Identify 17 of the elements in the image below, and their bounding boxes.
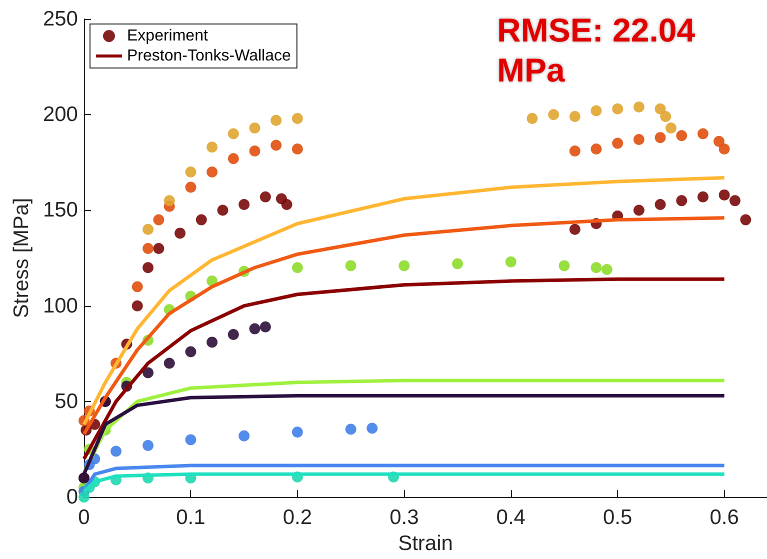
x-tick-label: 0.4 <box>496 506 526 530</box>
x-tick-label: 0.3 <box>390 506 419 530</box>
y-tick-label: 250 <box>42 8 78 30</box>
x-tick-label: 0.2 <box>282 506 312 530</box>
y-tick-label: 100 <box>42 294 78 318</box>
legend-label: Experiment <box>127 28 208 44</box>
y-tick-label: 200 <box>42 103 78 126</box>
y-tick-label: 0 <box>66 486 78 509</box>
x-tick-label: 0.6 <box>710 506 739 530</box>
x-tick-label: 0.1 <box>176 506 206 530</box>
y-tick-label: 150 <box>42 198 78 222</box>
y-tick-label: 50 <box>54 390 78 413</box>
annotation: RMSE: 22.04 MPa <box>497 12 704 88</box>
x-axis-title: Strain <box>398 532 453 555</box>
legend-label: Preston-Tonks-Wallace <box>127 48 292 64</box>
x-tick-label: 0.5 <box>602 506 632 530</box>
y-axis-title: Stress [MPa] <box>10 198 34 318</box>
